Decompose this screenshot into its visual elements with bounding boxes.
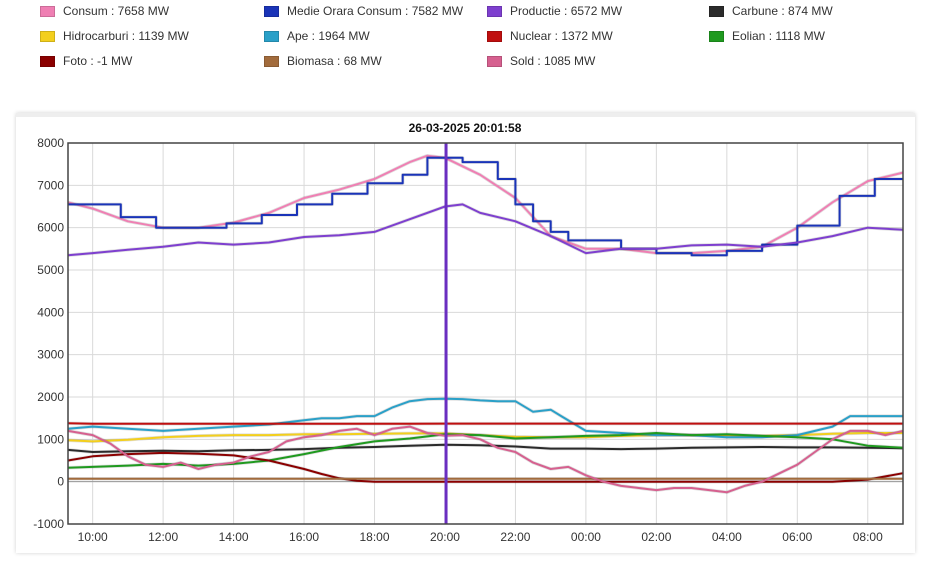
legend-item-productie[interactable]: Productie : 6572 MW: [487, 4, 622, 18]
legend-label: Nuclear : 1372 MW: [510, 29, 613, 43]
legend-swatch: [40, 55, 55, 67]
y-tick-label: 8000: [37, 136, 64, 150]
x-tick-label: 20:00: [430, 530, 460, 544]
plot-area: [68, 143, 903, 524]
series-line-ape[interactable]: [67, 397, 903, 439]
legend-item-medie-orara-consum[interactable]: Medie Orara Consum : 7582 MW: [264, 4, 463, 18]
legend-item-biomasa[interactable]: Biomasa : 68 MW: [264, 54, 382, 68]
y-tick-label: 2000: [37, 390, 64, 404]
legend-label: Carbune : 874 MW: [732, 4, 833, 18]
legend-swatch: [487, 30, 502, 42]
y-tick-label: 1000: [37, 432, 64, 446]
legend-item-carbune[interactable]: Carbune : 874 MW: [709, 4, 833, 18]
legend-swatch: [487, 5, 502, 17]
legend-label: Foto : -1 MW: [63, 54, 133, 68]
series-line-medie-orara-consum[interactable]: [68, 156, 903, 257]
x-tick-label: 18:00: [360, 530, 390, 544]
x-tick-label: 10:00: [78, 530, 108, 544]
legend-swatch: [709, 30, 724, 42]
legend-label: Biomasa : 68 MW: [287, 54, 382, 68]
legend: Consum : 7658 MW Medie Orara Consum : 75…: [0, 0, 930, 80]
legend-swatch: [40, 5, 55, 17]
legend-label: Sold : 1085 MW: [510, 54, 596, 68]
x-tick-label: 04:00: [712, 530, 742, 544]
legend-item-foto[interactable]: Foto : -1 MW: [40, 54, 132, 68]
legend-swatch: [264, 30, 279, 42]
y-tick-label: -1000: [33, 517, 64, 531]
x-tick-label: 02:00: [641, 530, 671, 544]
legend-swatch: [264, 55, 279, 67]
legend-swatch: [487, 55, 502, 67]
x-tick-label: 16:00: [289, 530, 319, 544]
series-line-eolian[interactable]: [67, 432, 904, 469]
legend-label: Medie Orara Consum : 7582 MW: [287, 4, 464, 18]
legend-label: Productie : 6572 MW: [510, 4, 623, 18]
legend-item-hidrocarburi[interactable]: Hidrocarburi : 1139 MW: [40, 29, 189, 43]
plot-border: [67, 142, 904, 525]
legend-item-ape[interactable]: Ape : 1964 MW: [264, 29, 370, 43]
legend-label: Consum : 7658 MW: [63, 4, 170, 18]
chart-panel-top-bar: [16, 113, 915, 117]
series-line-nuclear[interactable]: [67, 422, 903, 425]
x-tick-label: 08:00: [853, 530, 883, 544]
legend-label: Ape : 1964 MW: [287, 29, 370, 43]
y-tick-label: 4000: [37, 305, 64, 319]
legend-swatch: [264, 5, 279, 17]
x-tick-label: 22:00: [500, 530, 530, 544]
x-tick-label: 14:00: [219, 530, 249, 544]
series-line-consum[interactable]: [67, 154, 904, 255]
y-tick-label: 5000: [37, 263, 64, 277]
legend-label: Eolian : 1118 MW: [732, 29, 825, 43]
y-tick-label: 7000: [37, 178, 64, 192]
legend-item-nuclear[interactable]: Nuclear : 1372 MW: [487, 29, 613, 43]
y-tick-label: 3000: [37, 348, 64, 362]
x-tick-label: 00:00: [571, 530, 601, 544]
y-tick-label: 0: [57, 475, 64, 489]
series-line-carbune[interactable]: [67, 443, 904, 453]
series-line-sold[interactable]: [67, 425, 904, 494]
x-tick-label: 12:00: [148, 530, 178, 544]
x-tick-label: 06:00: [782, 530, 812, 544]
legend-swatch: [709, 5, 724, 17]
y-tick-label: 6000: [37, 221, 64, 235]
legend-item-eolian[interactable]: Eolian : 1118 MW: [709, 29, 825, 43]
series-line-productie[interactable]: [67, 203, 904, 257]
chart-title: 26-03-2025 20:01:58: [408, 121, 522, 135]
legend-item-consum[interactable]: Consum : 7658 MW: [40, 4, 169, 18]
legend-swatch: [40, 30, 55, 42]
legend-item-sold[interactable]: Sold : 1085 MW: [487, 54, 595, 68]
legend-label: Hidrocarburi : 1139 MW: [63, 29, 189, 43]
